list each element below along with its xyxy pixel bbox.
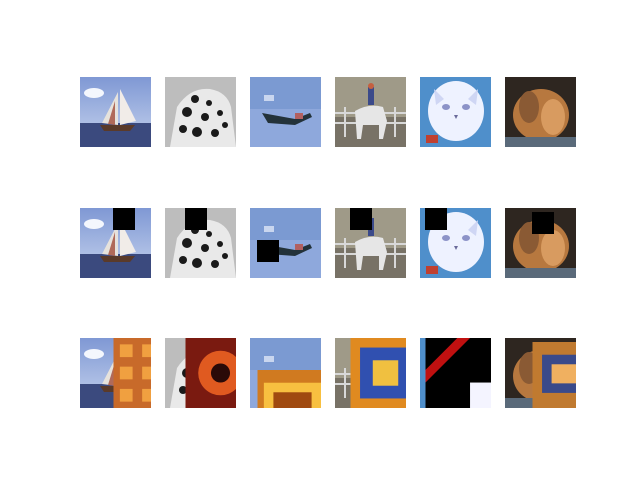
occlusion-mask <box>425 208 447 230</box>
tile-horse-patched <box>335 338 406 408</box>
airplane-image <box>250 77 321 147</box>
tile-airplane-occluded <box>250 208 321 278</box>
occlusion-mask <box>113 208 135 230</box>
tile-ship-original <box>80 77 151 147</box>
frog-image <box>165 77 236 147</box>
tile-animal-occluded <box>505 208 576 278</box>
occlusion-mask <box>185 208 207 230</box>
adversarial-patch <box>350 338 406 408</box>
tile-animal-original <box>505 77 576 147</box>
tile-horse-original <box>335 77 406 147</box>
adversarial-patch <box>113 338 151 408</box>
adversarial-patch <box>185 338 236 408</box>
horse-image <box>335 77 406 147</box>
occlusion-mask <box>257 240 279 262</box>
cat-image <box>420 77 491 147</box>
tile-cat-patched <box>420 338 491 408</box>
tile-ship-occluded <box>80 208 151 278</box>
ship-image <box>80 77 151 147</box>
tile-airplane-patched <box>250 338 321 408</box>
occlusion-mask <box>532 212 554 234</box>
tile-frog-original <box>165 77 236 147</box>
tile-animal-patched <box>505 338 576 408</box>
adversarial-patch <box>257 370 321 408</box>
occlusion-mask <box>350 208 372 230</box>
tile-airplane-original <box>250 77 321 147</box>
tile-frog-patched <box>165 338 236 408</box>
tile-ship-patched <box>80 338 151 408</box>
tile-cat-original <box>420 77 491 147</box>
adversarial-patch <box>425 338 491 408</box>
adversarial-patch <box>532 342 576 408</box>
tile-horse-occluded <box>335 208 406 278</box>
animal-image <box>505 77 576 147</box>
tile-frog-occluded <box>165 208 236 278</box>
image-grid <box>80 77 576 408</box>
tile-cat-occluded <box>420 208 491 278</box>
